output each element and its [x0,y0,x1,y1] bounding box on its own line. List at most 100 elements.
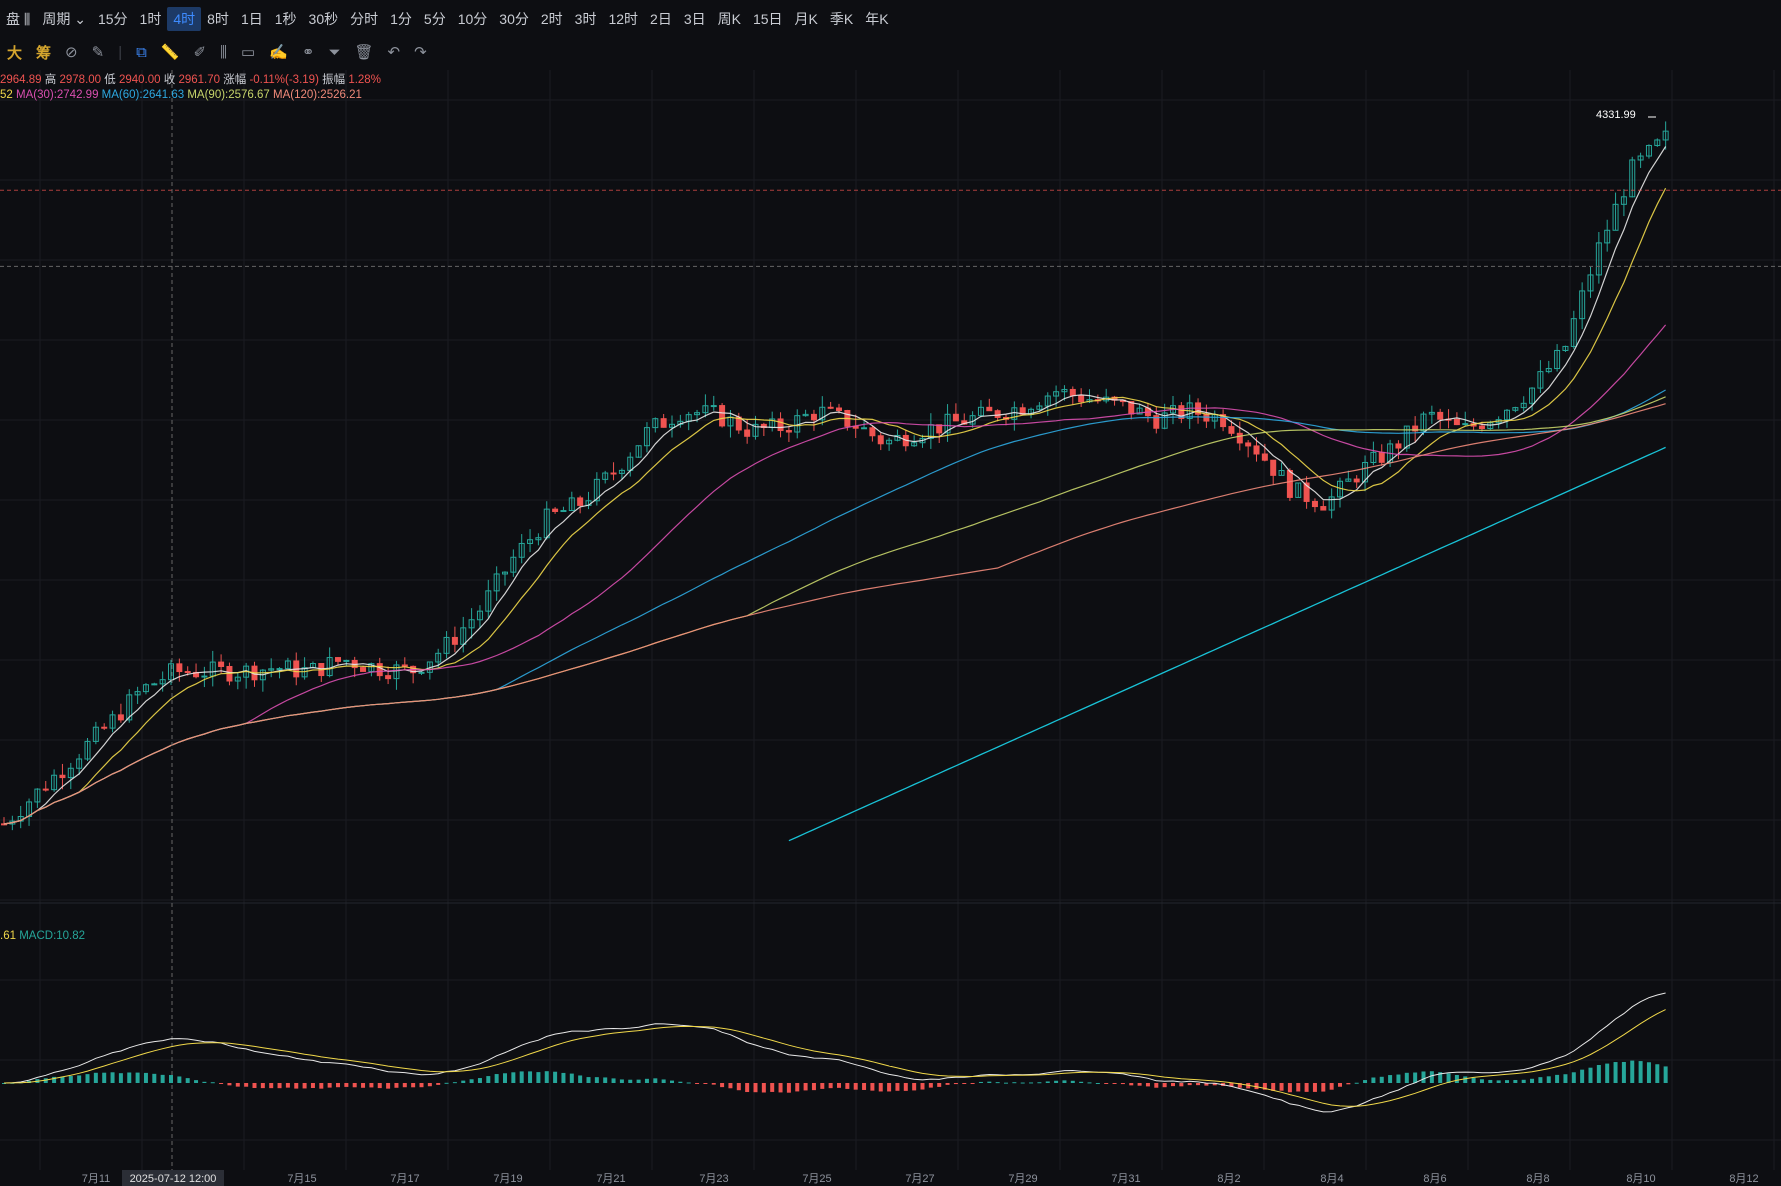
candle-body [1545,368,1552,373]
period-item-6[interactable]: 1日 [240,11,263,27]
macd-bar [1079,1081,1084,1083]
period-item-15[interactable]: 3时 [574,11,597,27]
macd-bar [586,1077,591,1083]
macd-bar [962,1083,967,1084]
macd-bar [1312,1083,1317,1092]
macd-bar [519,1071,524,1083]
period-item-11[interactable]: 5分 [423,11,446,27]
candle-body [986,406,993,412]
undo-icon[interactable]: ↶ [387,44,401,61]
candle-body [1504,409,1510,421]
edit-icon[interactable]: ✍ [269,44,288,61]
macd-bar [686,1082,691,1084]
candle-body [284,660,291,670]
x-tick-label: 8月10 [1626,1173,1655,1185]
period-item-19[interactable]: 周K [717,11,741,27]
macd-bar [77,1075,82,1083]
macd-bar [277,1083,282,1089]
high-label: 高 [44,74,57,86]
macd-bar [1538,1077,1543,1083]
candle-body [1453,418,1460,426]
trash-icon[interactable]: 🗑 [354,44,374,61]
candle-body [201,675,208,678]
macd-bar [219,1083,224,1084]
macd-bar [1429,1071,1434,1083]
candle-body [1161,412,1168,429]
link-icon[interactable]: ⚭ [301,44,315,61]
macd-bar [628,1079,633,1083]
period-item-4[interactable]: 4时 [167,7,202,31]
period-item-5[interactable]: 8时 [207,11,229,27]
candle-body [836,407,842,411]
pencil-icon[interactable]: ✎ [91,44,105,61]
macd-bar [43,1078,48,1083]
period-item-9[interactable]: 分时 [350,11,379,27]
candle-body [184,671,191,674]
candle-body [493,573,500,592]
period-item-13[interactable]: 30分 [499,11,529,27]
period-item-18[interactable]: 3日 [683,11,706,27]
candle-body [593,478,600,502]
macd-bar [1379,1076,1384,1083]
macd-bar [636,1079,641,1083]
candle-body [1595,242,1602,276]
clipboard-icon[interactable]: ▭ [240,44,256,61]
macd-bar [302,1083,307,1089]
macd-bar [895,1083,900,1091]
chip-button[interactable]: 筹 [36,44,52,62]
candles-icon[interactable]: ⫼ [220,43,227,61]
x-tick-label: 7月23 [699,1173,728,1185]
x-tick-label: 8月12 [1729,1173,1758,1185]
candle-body [401,664,408,667]
candle-body [393,664,400,680]
draw-tool-icon[interactable]: ⊘ [65,44,78,61]
brush-icon[interactable]: ✐ [193,44,207,61]
macd-bar [269,1083,274,1089]
candle-body [1554,349,1561,370]
macd-bar [1580,1069,1585,1083]
macd-bar [1062,1080,1067,1083]
candle-body [1345,478,1352,482]
macd-bar [135,1072,140,1083]
period-item-20[interactable]: 15日 [752,11,783,27]
candle-body [1311,500,1318,508]
candle-body [827,406,834,409]
macd-bar [953,1083,958,1085]
macd-bar [1171,1083,1175,1087]
candle-body [1320,506,1327,511]
candle-body [443,636,450,654]
candle-body [1654,139,1661,146]
macd-bar [143,1072,148,1083]
period-item-0[interactable]: 盘 ⫼ [6,11,31,27]
candle-body [518,542,525,558]
macd-bar [1588,1067,1593,1083]
ruler-icon[interactable]: 📏 [160,44,180,61]
period-item-2[interactable]: 15分 [97,11,128,27]
macd-bar [444,1082,449,1084]
macd-prev-tail: .61 [0,930,16,942]
candle-body [67,767,74,779]
candle-body [1562,345,1569,351]
macd-bar [1004,1082,1008,1084]
filter-icon[interactable]: ⏷ [328,43,341,61]
period-item-8[interactable]: 30秒 [308,11,339,27]
copy-icon[interactable]: ⧉ [136,43,147,61]
redo-icon[interactable]: ↷ [414,44,427,61]
period-item-7[interactable]: 1秒 [274,11,297,27]
big-order-button[interactable]: 大 [7,44,23,62]
candle-body [810,413,817,421]
candle-body [610,472,617,475]
period-item-1[interactable]: 周期 ⌄ [42,11,86,27]
period-item-17[interactable]: 2日 [650,11,672,27]
candle-body [168,663,174,681]
period-item-12[interactable]: 10分 [457,11,488,27]
period-item-22[interactable]: 季K [829,11,854,27]
candle-body [1587,274,1594,292]
period-item-3[interactable]: 1时 [139,11,162,27]
period-item-14[interactable]: 2时 [540,11,563,27]
period-item-10[interactable]: 1分 [390,11,412,27]
period-item-23[interactable]: 年K [865,11,889,27]
period-item-21[interactable]: 月K [794,11,818,27]
period-item-16[interactable]: 12时 [608,11,639,27]
